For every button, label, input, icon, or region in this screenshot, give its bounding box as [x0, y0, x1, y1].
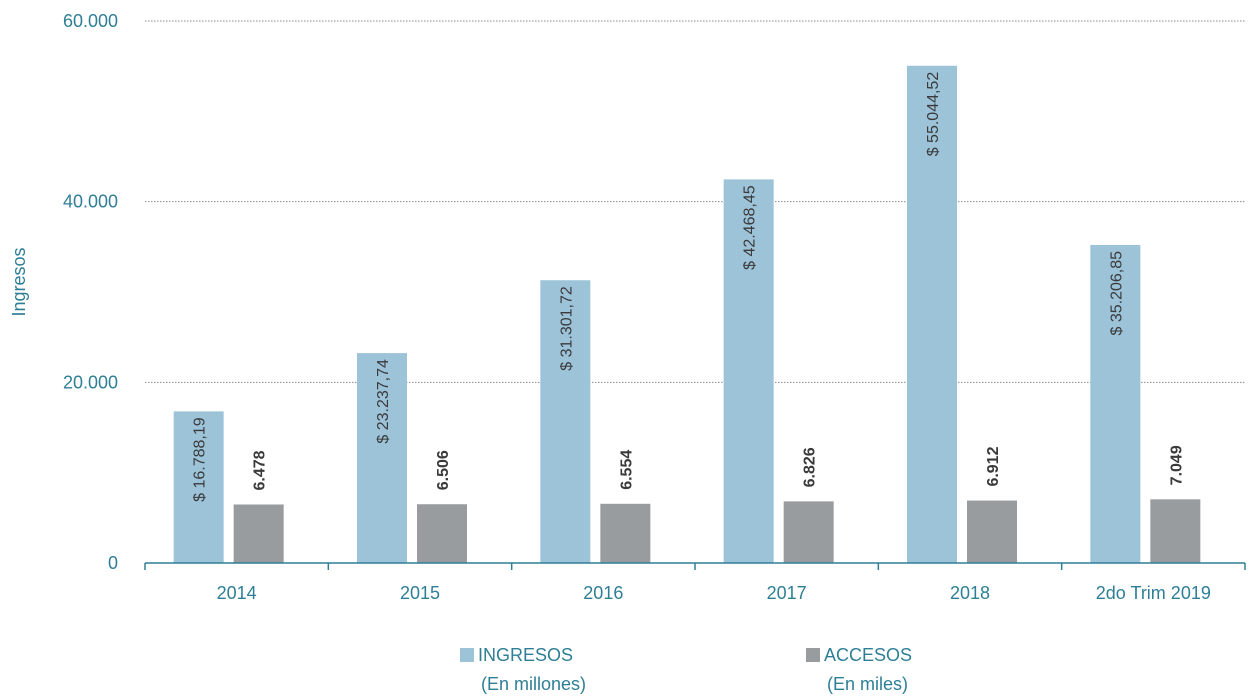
legend: INGRESOS (En millones) ACCESOS (En miles): [460, 645, 912, 694]
bar-label-accesos: 6.912: [985, 446, 1002, 486]
bar-label-ingresos: $ 16.788,19: [192, 417, 209, 502]
legend-swatch: [806, 648, 820, 662]
bar-label-ingresos: $ 35.206,85: [1108, 251, 1125, 336]
bar-accesos: [967, 500, 1017, 563]
bar-label-ingresos: $ 42.468,45: [742, 185, 759, 270]
y-tick-label: 0: [108, 553, 118, 573]
legend-label: INGRESOS: [478, 645, 573, 665]
grid-lines: [145, 20, 1245, 383]
x-tick-label: 2017: [767, 583, 807, 603]
y-axis-ticks: 0 20.000 40.000 60.000: [63, 11, 118, 573]
bar-ingresos: [540, 280, 591, 563]
bar-label-accesos: 7.049: [1168, 445, 1185, 485]
bar-ingresos: [173, 411, 224, 563]
bar-ingresos: [907, 65, 957, 564]
bar-accesos: [1150, 499, 1201, 563]
legend-sublabel: (En miles): [827, 674, 908, 694]
bar-label-ingresos: $ 23.237,74: [375, 359, 392, 444]
y-tick-label: 60.000: [63, 11, 118, 31]
bar-label-ingresos: $ 55.044,52: [925, 72, 942, 157]
y-tick-label: 40.000: [63, 192, 118, 212]
x-axis: 2014 2015 2016 2017 2018 2do Trim 2019: [144, 562, 1246, 603]
x-tick-label: 2018: [950, 583, 990, 603]
bar-accesos: [417, 504, 467, 563]
x-tick-label: 2014: [217, 583, 257, 603]
bars: $ 16.788,19 6.478 $ 23.237,74 6.506 $ 31.301…: [173, 65, 1201, 564]
x-tick-label: 2015: [400, 583, 440, 603]
legend-swatch: [460, 648, 474, 662]
bar-accesos: [600, 503, 651, 563]
bar-accesos: [233, 504, 284, 563]
y-axis-label: Ingresos: [9, 247, 29, 316]
bar-label-accesos: 6.826: [802, 447, 819, 487]
y-tick-label: 20.000: [63, 372, 118, 392]
bar-ingresos: [357, 353, 407, 563]
legend-label: ACCESOS: [824, 645, 912, 665]
x-tick-label: 2016: [583, 583, 623, 603]
bar-accesos: [783, 501, 834, 563]
bar-label-ingresos: $ 31.301,72: [558, 286, 575, 371]
bar-ingresos: [1090, 244, 1141, 563]
legend-sublabel: (En millones): [481, 674, 586, 694]
bar-label-accesos: 6.478: [252, 450, 269, 490]
bar-ingresos: [723, 179, 774, 563]
bar-label-accesos: 6.506: [435, 450, 452, 490]
bar-label-accesos: 6.554: [618, 450, 635, 490]
x-tick-label: 2do Trim 2019: [1096, 583, 1211, 603]
